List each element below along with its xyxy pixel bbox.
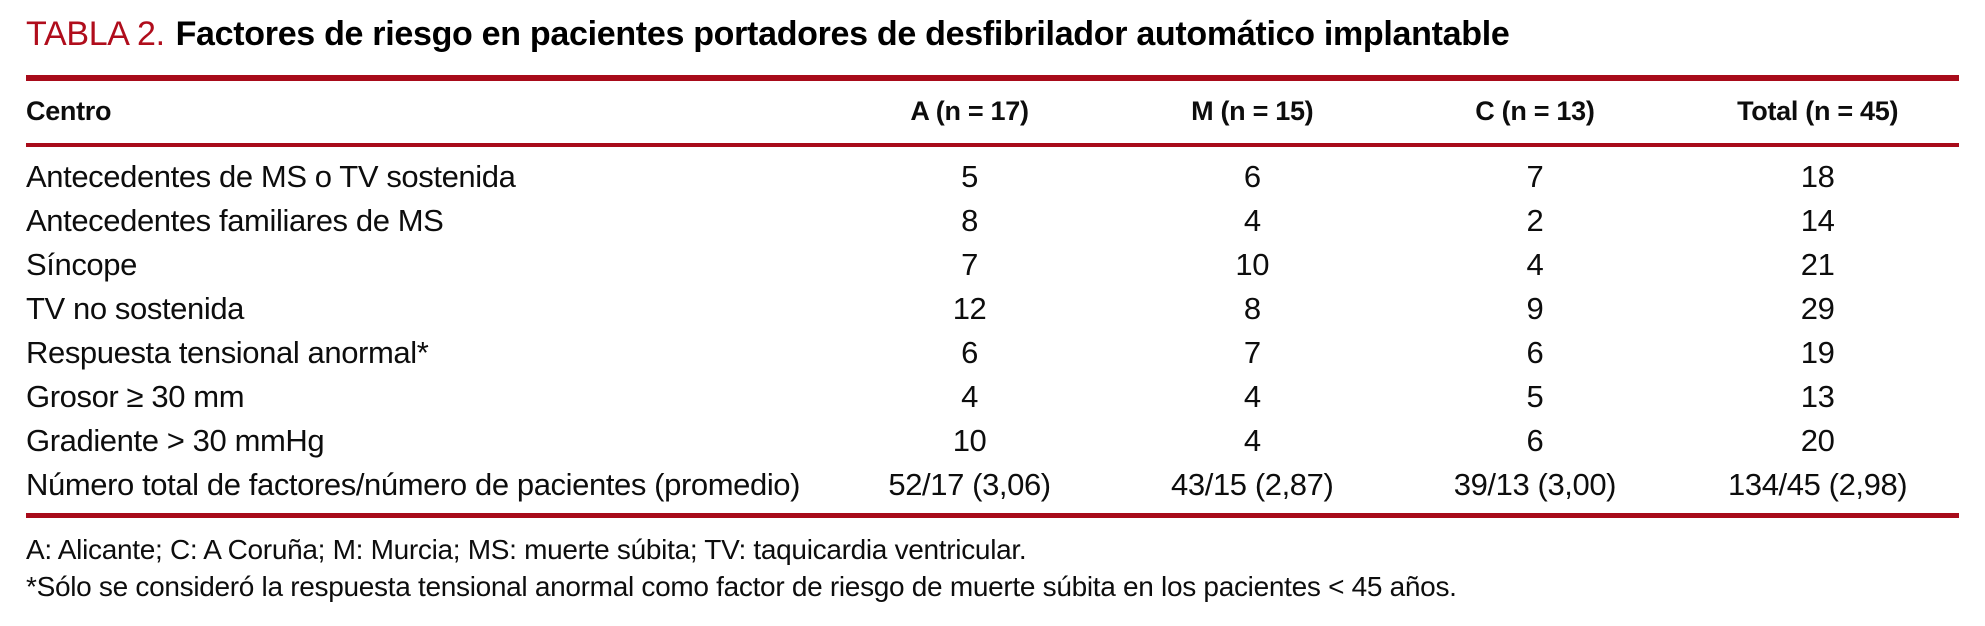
- table-title-text: Factores de riesgo en pacientes portador…: [175, 15, 1510, 53]
- cell-value: 13: [1800, 378, 1835, 414]
- row-label: Antecedentes de MS o TV sostenida: [26, 158, 516, 194]
- cell-value: 4: [1243, 202, 1261, 238]
- table-header: Centro A (n = 17) M (n = 15) C (n = 13) …: [26, 80, 1959, 147]
- cell-value: 6: [961, 334, 978, 370]
- column-header-m: M (n = 15): [1110, 80, 1394, 147]
- cell-value: 7: [1243, 334, 1261, 370]
- cell-value: 10: [1235, 246, 1270, 282]
- table-body: Antecedentes de MS o TV sostenida 5 6 7 …: [26, 145, 1959, 513]
- row-label: Antecedentes familiares de MS: [26, 202, 444, 238]
- cell-value: 4: [1243, 422, 1261, 458]
- table-row: Antecedentes familiares de MS 8 4 2 14: [26, 199, 1959, 243]
- cell-value: 4: [961, 378, 978, 414]
- footnote-abbreviations: A: Alicante; C: A Coruña; M: Murcia; MS:…: [26, 533, 1027, 565]
- table-row: Antecedentes de MS o TV sostenida 5 6 7 …: [26, 145, 1959, 199]
- risk-factors-table: Centro A (n = 17) M (n = 15) C (n = 13) …: [26, 80, 1959, 513]
- column-header-total: Total (n = 45): [1676, 80, 1959, 147]
- divider-bottom: [26, 512, 1959, 518]
- cell-value: 2: [1526, 202, 1544, 238]
- row-label: Número total de factores/número de pacie…: [26, 466, 801, 502]
- cell-value: 4: [1526, 246, 1544, 282]
- row-label: Síncope: [26, 246, 137, 282]
- cell-value: 14: [1800, 202, 1835, 238]
- table-row: Número total de factores/número de pacie…: [26, 463, 1959, 513]
- cell-value: 21: [1800, 246, 1835, 282]
- header-row: Centro A (n = 17) M (n = 15) C (n = 13) …: [26, 80, 1959, 147]
- column-header-a: A (n = 17): [828, 80, 1111, 147]
- column-header-c: C (n = 13): [1393, 80, 1677, 147]
- cell-value: 7: [1526, 158, 1544, 194]
- table-row: Grosor ≥ 30 mm 4 4 5 13: [26, 375, 1959, 419]
- row-label: Grosor ≥ 30 mm: [26, 378, 245, 414]
- cell-value: 7: [961, 246, 978, 282]
- divider-top: [26, 74, 1959, 81]
- row-label: TV no sostenida: [26, 290, 245, 326]
- cell-value: 8: [1243, 290, 1261, 326]
- cell-value: 5: [961, 158, 978, 194]
- table-figure: TABLA 2. Factores de riesgo en pacientes …: [26, 14, 1959, 605]
- cell-value: 134/45 (2,98): [1728, 466, 1908, 502]
- footnote-asterisk: *Sólo se consideró la respuesta tensiona…: [26, 570, 1457, 602]
- table-row: Gradiente > 30 mmHg 10 4 6 20: [26, 419, 1959, 463]
- row-label: Respuesta tensional anormal*: [26, 334, 429, 370]
- cell-value: 43/15 (2,87): [1171, 466, 1334, 502]
- cell-value: 29: [1800, 290, 1835, 326]
- cell-value: 12: [952, 290, 987, 326]
- table-row: TV no sostenida 12 8 9 29: [26, 287, 1959, 331]
- table-row: Síncope 7 10 4 21: [26, 243, 1959, 287]
- cell-value: 18: [1800, 158, 1835, 194]
- footnotes: A: Alicante; C: A Coruña; M: Murcia; MS:…: [26, 518, 1959, 605]
- cell-value: 8: [961, 202, 978, 238]
- cell-value: 9: [1526, 290, 1544, 326]
- cell-value: 4: [1243, 378, 1261, 414]
- cell-value: 10: [952, 422, 987, 458]
- column-header-centro: Centro: [26, 80, 829, 147]
- cell-value: 39/13 (3,00): [1453, 466, 1617, 502]
- cell-value: 6: [1526, 334, 1544, 370]
- row-label: Gradiente > 30 mmHg: [26, 422, 325, 458]
- cell-value: 6: [1526, 422, 1544, 458]
- page-title: TABLA 2. Factores de riesgo en pacientes …: [26, 14, 1959, 55]
- cell-value: 6: [1243, 158, 1261, 194]
- cell-value: 20: [1800, 422, 1835, 458]
- table-number-label: TABLA 2.: [26, 15, 165, 53]
- cell-value: 19: [1800, 334, 1835, 370]
- cell-value: 5: [1526, 378, 1544, 414]
- table-row: Respuesta tensional anormal* 6 7 6 19: [26, 331, 1959, 375]
- cell-value: 52/17 (3,06): [888, 466, 1051, 502]
